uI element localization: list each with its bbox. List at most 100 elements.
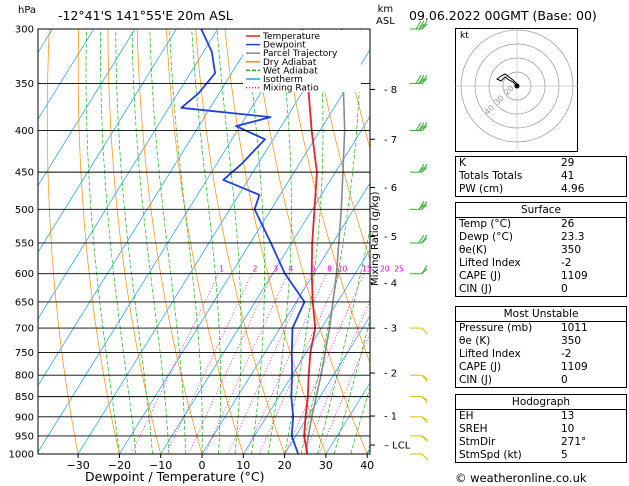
mixing-ratio-label: 6	[311, 265, 316, 274]
km-tick-label: – LCL	[384, 441, 411, 452]
wet-adiabat-line	[85, 29, 120, 454]
isotherm-line	[201, 182, 370, 454]
dry-adiabat-line	[77, 29, 120, 454]
isotherm-line	[119, 49, 370, 454]
hodograph-trace	[496, 73, 518, 87]
isotherm-line	[38, 29, 260, 387]
surface-value: 350	[561, 244, 582, 256]
mixing-ratio-label: 25	[394, 265, 404, 274]
mu-key: Pressure (mb)	[459, 322, 533, 334]
wind-barb-flag	[415, 20, 422, 30]
x-tick-label: 30	[319, 459, 333, 472]
isotherm-line	[160, 115, 370, 454]
pressure-tick-label: 700	[15, 324, 34, 335]
isotherm-line	[284, 315, 370, 454]
wet-adiabat-line	[246, 29, 265, 454]
location-title: -12°41'S 141°55'E 20m ASL	[58, 8, 233, 23]
pressure-tick-label: 500	[15, 205, 34, 216]
surface-key: Lifted Index	[459, 257, 521, 269]
wind-barb-flag	[418, 23, 425, 30]
wind-barb-flag	[418, 125, 425, 131]
index-key: PW (cm)	[459, 183, 504, 195]
pressure-tick-label: 400	[15, 126, 34, 137]
pressure-tick-label: 750	[15, 348, 34, 359]
hodo-value: 10	[561, 423, 575, 435]
dewpoint-line	[180, 29, 306, 454]
wind-barb-flag	[421, 204, 428, 210]
wind-barb	[410, 416, 428, 424]
wet-adiabat-line	[100, 29, 137, 454]
index-value: 4.96	[561, 183, 585, 195]
hodo-value: 271°	[561, 436, 587, 448]
wind-barb	[410, 374, 428, 382]
credit-text: © weatheronline.co.uk	[455, 471, 587, 485]
dry-adiabat-line	[430, 29, 455, 454]
surface-table: Surface Temp (°C) 26 Dewp (°C) 23.3 θe(K) 3…	[455, 202, 627, 297]
hodo-row: EH 13	[456, 410, 626, 423]
index-row-pw: PW (cm) 4.96	[456, 183, 626, 196]
x-tick-label: −10	[149, 459, 172, 472]
pressure-tick-label: 650	[15, 297, 34, 308]
surface-title: Surface	[456, 203, 626, 218]
surface-row: Lifted Index -2	[456, 257, 626, 270]
km-tick-label: - 2	[384, 369, 397, 380]
mixing-ratio-label: 15	[362, 265, 372, 274]
km-tick-label: - 6	[384, 183, 397, 194]
wind-barb-flag	[421, 435, 428, 440]
mu-key: Lifted Index	[459, 348, 521, 360]
x-tick-label: −20	[108, 459, 131, 472]
legend-entry: Isotherm	[263, 75, 303, 85]
wind-barb	[410, 327, 428, 335]
mixing-ratio-label: 20	[380, 265, 390, 274]
surface-value: -2	[561, 257, 572, 269]
legend-entry: Parcel Trajectory	[263, 49, 338, 59]
wind-barb-flag	[418, 204, 425, 210]
hodo-row: StmSpd (kt) 5	[456, 449, 626, 462]
legend-entry: Wet Adiabat	[263, 66, 318, 76]
isotherm-line	[409, 29, 456, 454]
surface-row: Temp (°C) 26	[456, 218, 626, 231]
wind-barb	[410, 234, 428, 244]
surface-value: 1109	[561, 270, 588, 282]
mu-value: -2	[561, 348, 572, 360]
x-axis-title: Dewpoint / Temperature (°C)	[85, 469, 265, 484]
km-label-line2: ASL	[376, 16, 395, 27]
hodo-key: StmSpd (kt)	[459, 449, 522, 461]
mixing-ratio-label: 1	[219, 265, 224, 274]
wind-barb	[410, 435, 428, 443]
surface-key: θe(K)	[459, 244, 487, 256]
mu-key: CAPE (J)	[459, 361, 502, 373]
index-value: 41	[561, 170, 575, 182]
pressure-tick-label: 600	[15, 269, 34, 280]
x-tick-label: 40	[360, 459, 374, 472]
legend-entry: Dry Adiabat	[263, 58, 317, 68]
mixing-ratio-line	[245, 273, 327, 454]
mu-value: 1011	[561, 322, 588, 334]
pressure-tick-label: 850	[15, 392, 34, 403]
dry-adiabat-line	[46, 29, 79, 454]
index-value: 29	[561, 157, 575, 169]
indices-table: K 29 Totals Totals 41 PW (cm) 4.96	[455, 156, 627, 197]
pressure-tick-label: 900	[15, 412, 34, 423]
wind-barb-flag	[421, 327, 428, 335]
surface-value: 26	[561, 218, 575, 230]
surface-value: 0	[561, 283, 568, 295]
dry-adiabat-line	[341, 29, 370, 150]
skewt-chart: 3003504004505005506006507007508008509009…	[9, 20, 456, 472]
x-tick-label: 20	[278, 459, 292, 472]
x-tick-label: 0	[199, 459, 206, 472]
pressure-tick-label: 450	[15, 168, 34, 179]
index-row-tt: Totals Totals 41	[456, 170, 626, 183]
hodo-row: SREH 10	[456, 423, 626, 436]
wind-barb	[410, 396, 428, 403]
pressure-tick-label: 550	[15, 238, 34, 249]
mu-value: 1109	[561, 361, 588, 373]
mixing-ratio-label: 8	[327, 265, 332, 274]
legend-entry: Dewpoint	[263, 41, 306, 51]
wind-barb-flag	[421, 374, 428, 380]
isotherm-line	[243, 248, 370, 454]
index-key: Totals Totals	[459, 170, 523, 182]
x-tick-label: −30	[66, 459, 89, 472]
wind-barb-flag	[415, 122, 422, 131]
